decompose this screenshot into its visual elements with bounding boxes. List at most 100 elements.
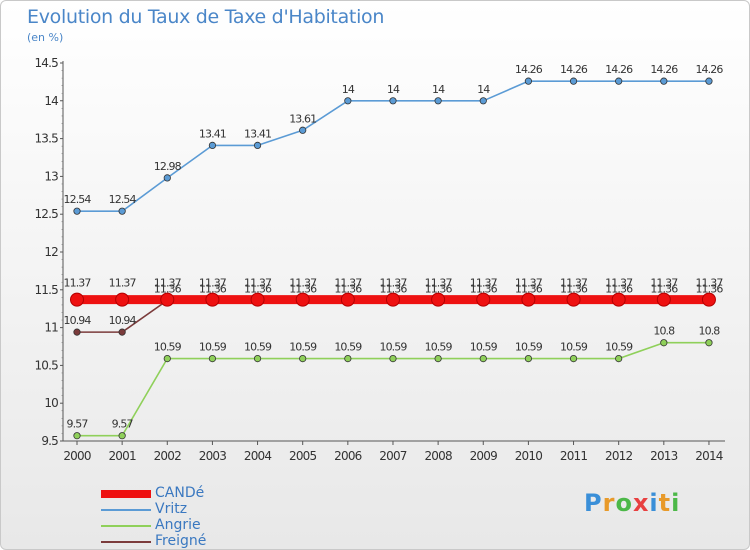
data-point bbox=[660, 339, 668, 347]
data-point bbox=[115, 292, 130, 307]
y-tick-label: 12 bbox=[44, 245, 58, 259]
data-point bbox=[479, 97, 487, 105]
data-label: 12.54 bbox=[64, 193, 92, 206]
data-label: 13.61 bbox=[289, 112, 316, 125]
data-label: 11.37 bbox=[334, 277, 362, 290]
data-point bbox=[163, 174, 171, 182]
data-point bbox=[299, 126, 307, 134]
data-point bbox=[656, 292, 671, 307]
data-label: 11.37 bbox=[379, 277, 407, 290]
x-tick-label: 2003 bbox=[199, 449, 227, 463]
data-label: 11.37 bbox=[154, 277, 182, 290]
x-tick-label: 2002 bbox=[154, 449, 182, 463]
data-point bbox=[615, 354, 623, 363]
legend-label: Freigné bbox=[155, 533, 207, 549]
chart-title: Evolution du Taux de Taxe d'Habitation bbox=[27, 6, 385, 28]
x-tick-label: 2010 bbox=[515, 449, 543, 463]
y-tick-label: 14 bbox=[44, 94, 58, 108]
x-tick-label: 2004 bbox=[244, 449, 272, 463]
data-label: 11.36 bbox=[199, 282, 227, 295]
data-label: 10.59 bbox=[334, 341, 362, 354]
legend-label: CANDé bbox=[155, 485, 205, 501]
data-label: 14 bbox=[432, 83, 445, 96]
x-tick-label: 2014 bbox=[695, 449, 723, 463]
data-point bbox=[389, 354, 397, 363]
data-point bbox=[340, 292, 355, 307]
data-point bbox=[253, 354, 262, 363]
legend-label: Vritz bbox=[155, 501, 188, 517]
data-label: 11.37 bbox=[695, 277, 723, 290]
x-tick-label: 2012 bbox=[605, 449, 633, 463]
data-label: 11.36 bbox=[289, 282, 317, 295]
data-label: 14.26 bbox=[650, 63, 678, 76]
data-label: 11.37 bbox=[515, 277, 543, 290]
data-label: 11.36 bbox=[154, 282, 182, 295]
data-label: 12.98 bbox=[154, 160, 182, 173]
data-label: 10.59 bbox=[289, 341, 317, 354]
data-label: 10.59 bbox=[425, 341, 453, 354]
data-label: 14.26 bbox=[515, 63, 543, 76]
data-point bbox=[569, 354, 578, 363]
data-label: 11.37 bbox=[199, 277, 227, 290]
data-point bbox=[701, 292, 716, 307]
data-label: 11.37 bbox=[244, 277, 272, 290]
legend-swatch bbox=[101, 525, 151, 527]
data-point bbox=[73, 432, 81, 440]
logo-letter: x bbox=[632, 489, 650, 517]
data-label: 12.54 bbox=[109, 193, 137, 206]
data-label: 11.37 bbox=[650, 277, 678, 290]
data-label: 11.37 bbox=[109, 277, 137, 290]
y-tick-label: 11 bbox=[44, 321, 58, 335]
data-label: 11.36 bbox=[695, 282, 723, 295]
data-point bbox=[73, 207, 81, 215]
x-tick-label: 2000 bbox=[63, 449, 91, 463]
data-label: 14 bbox=[342, 83, 355, 96]
logo-letter: t bbox=[658, 489, 672, 517]
unit-label: (en %) bbox=[27, 31, 64, 44]
data-point bbox=[705, 77, 713, 85]
data-point bbox=[569, 77, 578, 85]
data-label: 11.36 bbox=[650, 282, 678, 295]
logo-letter: P bbox=[584, 489, 603, 517]
data-label: 11.36 bbox=[334, 282, 362, 295]
data-label: 10.59 bbox=[244, 341, 272, 354]
legend-swatch bbox=[101, 490, 151, 498]
legend-label: Angrie bbox=[155, 517, 201, 533]
data-point bbox=[705, 339, 713, 347]
data-point bbox=[160, 292, 175, 307]
data-label: 10.59 bbox=[515, 341, 543, 354]
legend-item: Freigné bbox=[101, 533, 321, 549]
legend-swatch bbox=[101, 541, 151, 543]
y-tick-label: 10.5 bbox=[34, 358, 58, 372]
data-label: 10.59 bbox=[605, 341, 633, 354]
data-label: 10.59 bbox=[379, 341, 407, 354]
data-point bbox=[479, 354, 487, 363]
data-point bbox=[295, 292, 310, 307]
data-point bbox=[660, 77, 668, 85]
data-label: 13.41 bbox=[244, 127, 271, 140]
data-label: 13.41 bbox=[199, 127, 226, 140]
data-label: 9.57 bbox=[67, 418, 89, 431]
x-tick-label: 2013 bbox=[650, 449, 678, 463]
x-tick-label: 2001 bbox=[108, 449, 136, 463]
data-point bbox=[524, 354, 533, 363]
proxiti-logo: Proxiti bbox=[584, 489, 680, 517]
data-point bbox=[611, 292, 626, 307]
logo-letter: o bbox=[615, 489, 633, 517]
data-label: 11.37 bbox=[425, 277, 453, 290]
data-label: 11.37 bbox=[560, 277, 588, 290]
data-label: 10.94 bbox=[64, 314, 92, 327]
x-tick-label: 2008 bbox=[424, 449, 452, 463]
y-tick-label: 9.5 bbox=[41, 434, 58, 448]
data-point bbox=[205, 292, 220, 307]
y-tick-label: 14.5 bbox=[34, 56, 58, 70]
data-point bbox=[208, 354, 217, 363]
y-tick-label: 11.5 bbox=[34, 283, 58, 297]
data-label: 11.36 bbox=[560, 282, 588, 295]
data-point bbox=[250, 292, 265, 307]
legend-item: Vritz bbox=[101, 501, 321, 518]
x-tick-label: 2006 bbox=[334, 449, 362, 463]
legend-swatch bbox=[101, 509, 151, 511]
data-point bbox=[118, 328, 126, 336]
